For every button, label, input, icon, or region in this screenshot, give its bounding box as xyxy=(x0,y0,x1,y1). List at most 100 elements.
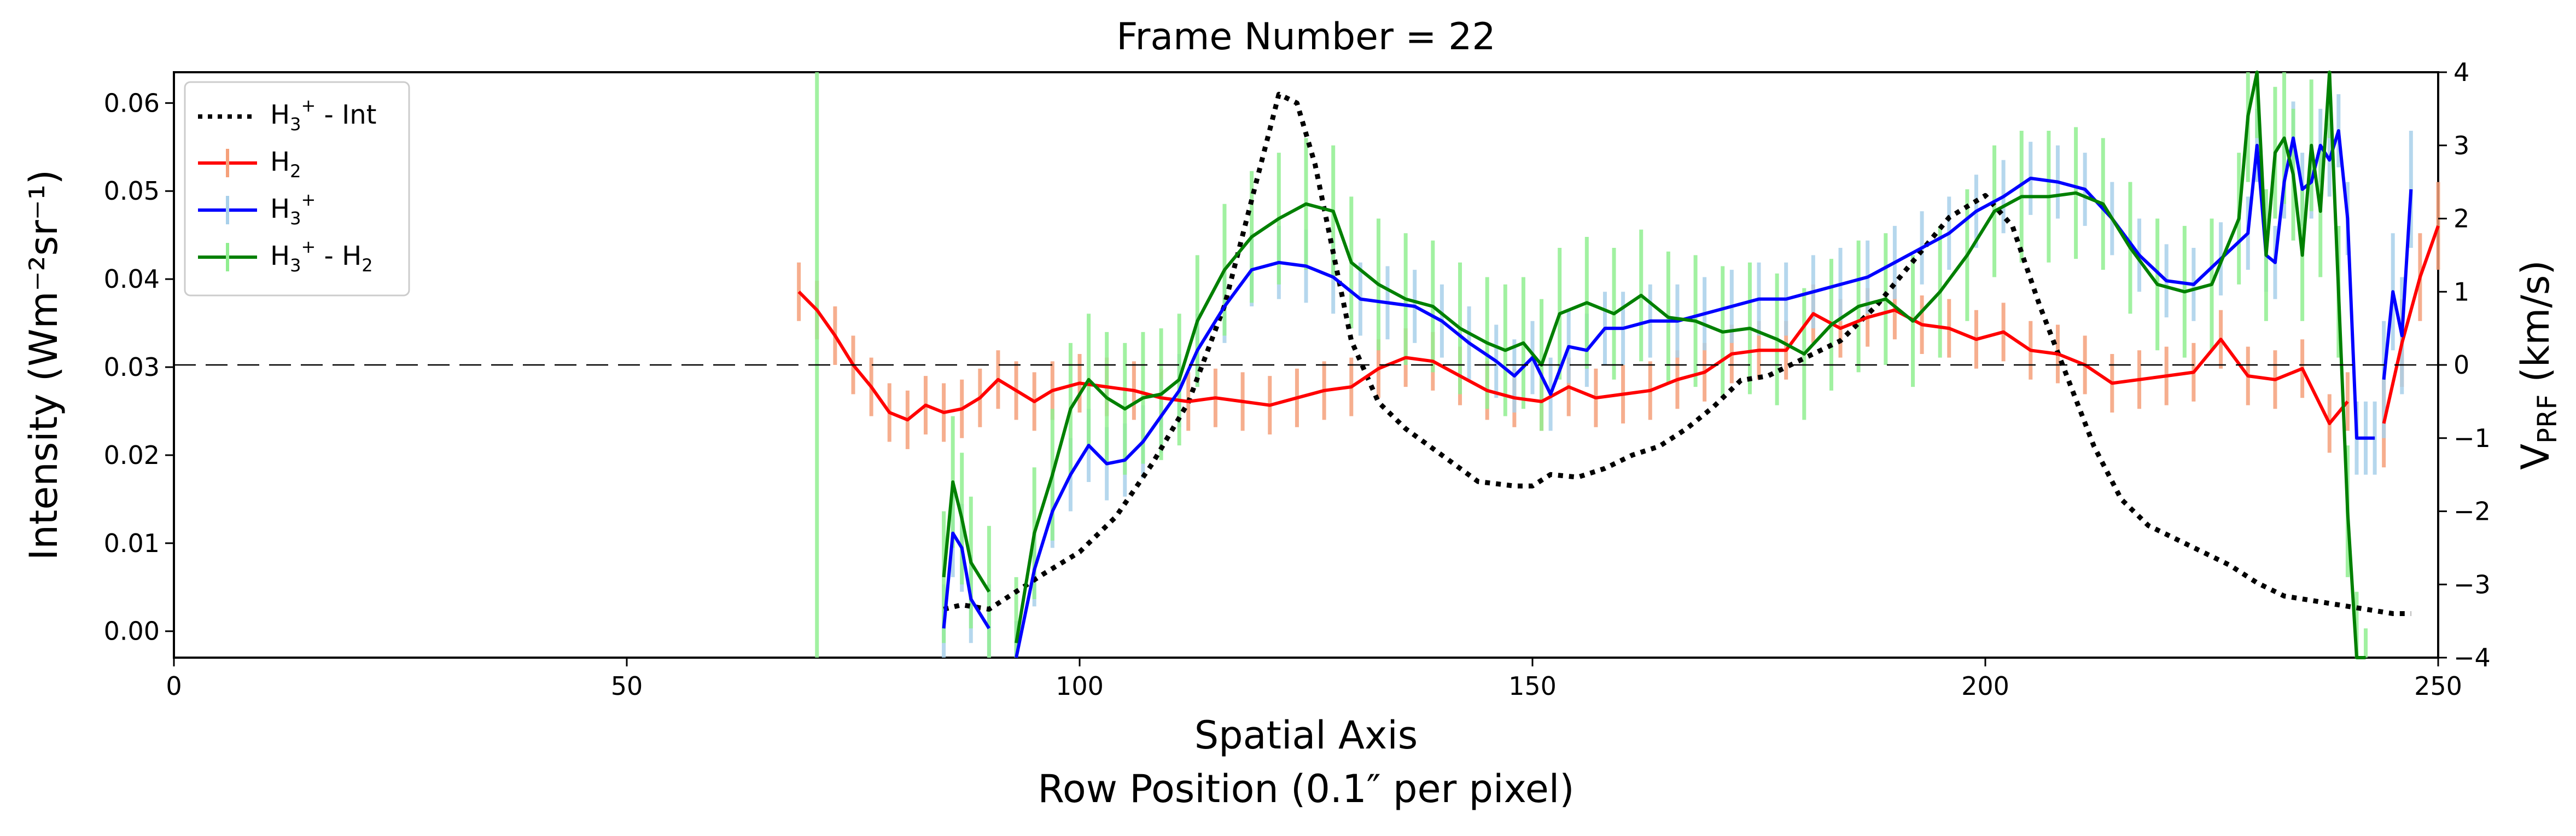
data-point-h3-h2 xyxy=(970,561,972,564)
data-point-h3-h2-main xyxy=(1069,408,1071,410)
data-point-h3-main xyxy=(2084,188,2086,190)
data-point-h2 xyxy=(961,408,963,410)
data-point-h3-main xyxy=(1586,349,1588,351)
data-point-h2-end-segment xyxy=(2383,422,2385,425)
data-point-h3-int xyxy=(1042,573,1045,575)
data-point-h3-main xyxy=(1948,232,1950,234)
data-point-h3-int xyxy=(2066,375,2068,377)
data-point-h3-int xyxy=(1984,194,1986,196)
data-point-h3-end-segment xyxy=(2401,335,2403,337)
data-point-h3-main xyxy=(1649,320,1651,322)
data-point-h3-int xyxy=(1803,357,1805,359)
data-point-h3-h2 xyxy=(988,591,990,593)
x-axis-label-2: Row Position (0.1″ per pixel) xyxy=(1038,767,1574,811)
data-point-h3-main xyxy=(2030,177,2032,179)
data-point-h3-main xyxy=(2365,437,2367,439)
data-point-h3-main xyxy=(1812,291,1814,293)
data-point-h3-int xyxy=(1441,454,1443,456)
data-point-h2 xyxy=(1622,393,1624,396)
legend: H3+ - Int H2 H3+ H3+ - H2 xyxy=(184,81,410,297)
data-point-h2-end-segment xyxy=(2419,276,2421,278)
data-point-h3-int xyxy=(2365,608,2367,611)
data-point-h2 xyxy=(2301,368,2304,370)
data-point-h2 xyxy=(1296,397,1298,399)
data-point-h2 xyxy=(2346,400,2348,403)
data-point-h3-main xyxy=(2165,280,2167,282)
data-point-h3-main xyxy=(2356,437,2358,439)
data-point-h3-h2 xyxy=(961,518,963,520)
data-point-h3-h2-main xyxy=(1196,320,1198,322)
data-point-h3-main xyxy=(1549,393,1552,396)
data-point-h3-h2-main xyxy=(2020,195,2023,198)
series-line-h3-end-segment xyxy=(2382,189,2413,380)
x-axis-label: Spatial Axis xyxy=(1194,713,1418,758)
data-point-h3-int xyxy=(1015,590,1017,593)
data-point-h2 xyxy=(1649,390,1651,392)
data-point-h3- xyxy=(988,628,990,630)
data-point-h3-int xyxy=(1151,463,1153,465)
y-right-tick-label: 4 xyxy=(2453,57,2469,87)
data-point-h3-h2 xyxy=(952,481,954,483)
data-point-h3-main xyxy=(1359,298,1361,300)
data-point-h3-h2-main xyxy=(1586,301,1588,304)
data-point-h3-h2-main xyxy=(1994,210,1996,212)
data-point-h2 xyxy=(1975,338,1977,340)
y-right-tick-label: −1 xyxy=(2453,423,2491,453)
data-point-h3-h2-main xyxy=(2274,152,2276,154)
data-point-h3-int xyxy=(1604,467,1606,469)
y-tick-label: 0.00 xyxy=(104,617,160,646)
data-point-h2 xyxy=(798,291,800,293)
data-point-h2 xyxy=(1432,360,1434,362)
data-point-h3-int xyxy=(2310,599,2312,601)
legend-label-h3-h2: H3+ - H2 xyxy=(270,236,373,276)
series-line-h3-h2 xyxy=(942,480,990,593)
data-point-h3-h2-main xyxy=(1051,474,1053,476)
data-point-h3-main xyxy=(1730,305,1733,307)
data-point-h3-main xyxy=(1332,276,1334,278)
data-point-h3-int xyxy=(2338,603,2340,606)
data-point-h3-int xyxy=(2012,225,2014,228)
data-point-h3-main xyxy=(2247,232,2249,234)
data-point-h3-h2-main xyxy=(1522,342,1524,344)
data-point-h3-main xyxy=(1441,320,1443,322)
data-point-h2 xyxy=(1269,404,1271,407)
legend-label-h3-int: H3+ - Int xyxy=(270,95,377,135)
data-point-h3-main xyxy=(2328,159,2330,161)
data-point-h3-main xyxy=(2310,181,2312,183)
data-point-h2 xyxy=(1160,397,1162,399)
data-point-h3-h2-main xyxy=(1912,320,1914,322)
data-point-h2 xyxy=(2274,379,2276,381)
data-point-h2 xyxy=(1459,375,1461,377)
data-point-h3-int xyxy=(2147,525,2149,527)
data-point-h2 xyxy=(834,335,836,337)
data-point-h3-int xyxy=(1839,340,1841,342)
data-point-h2 xyxy=(1893,309,1896,311)
x-tick-label: 100 xyxy=(1056,671,1104,701)
data-point-h3-main xyxy=(1033,569,1035,571)
data-point-h3-int xyxy=(2256,582,2258,584)
data-point-h2 xyxy=(1595,397,1597,399)
data-point-h3-main xyxy=(1251,269,1253,271)
data-point-h2 xyxy=(1015,390,1017,392)
data-point-h3-h2-main xyxy=(1251,236,1253,238)
data-point-h3-h2-main xyxy=(1749,327,1751,329)
data-point-h2 xyxy=(1079,382,1081,384)
data-point-h2 xyxy=(2247,375,2249,377)
data-point-h3- xyxy=(952,532,954,535)
data-point-h2 xyxy=(1921,323,1923,326)
series-line-h3-main xyxy=(1015,129,2375,658)
data-point-h3-main xyxy=(2256,144,2258,147)
data-point-h3-h2-main xyxy=(1124,408,1126,410)
data-point-h3-int xyxy=(1477,480,1479,483)
data-point-h3-h2-main xyxy=(1486,342,1488,344)
data-point-h3-main xyxy=(1604,327,1606,329)
data-point-h3-h2-main xyxy=(1776,338,1778,340)
data-point-h3-int xyxy=(2283,595,2285,597)
data-point-h2 xyxy=(1541,400,1543,403)
data-point-h3-main xyxy=(1069,474,1071,476)
data-point-h2 xyxy=(924,404,926,407)
data-point-h2 xyxy=(1486,390,1488,392)
data-point-h3-int xyxy=(1269,129,1271,131)
data-point-h3-int xyxy=(961,603,963,606)
data-point-h3-main xyxy=(1758,298,1760,300)
